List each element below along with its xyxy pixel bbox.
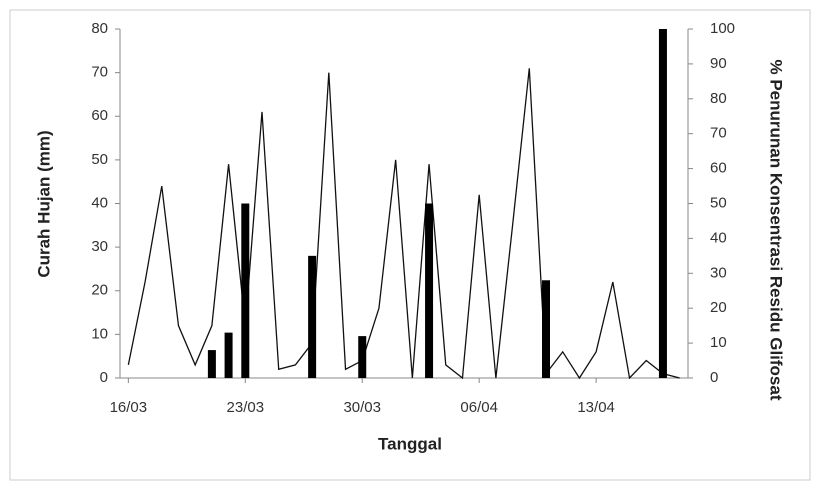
line xyxy=(127,68,680,380)
y2-tick-label: 40 xyxy=(710,229,727,246)
bar xyxy=(224,332,233,378)
bar xyxy=(308,255,317,378)
x-tick-label: 30/03 xyxy=(343,399,381,416)
y2-tick-label: 20 xyxy=(710,299,727,316)
chart-frame xyxy=(9,9,811,481)
y-tick-label: 10 xyxy=(91,325,108,342)
y-tick-label: 0 xyxy=(100,369,108,386)
y2-axis-title: % Penurunan Konsentrasi Residu Glifosat xyxy=(767,59,786,400)
y2-tick-label: 10 xyxy=(710,334,727,351)
y2-tick-label: 80 xyxy=(710,90,727,107)
y2-tick-label: 90 xyxy=(710,55,727,72)
y-tick-label: 70 xyxy=(91,64,108,81)
x-tick-label: 16/03 xyxy=(110,399,148,416)
y2-tick-label: 30 xyxy=(710,264,727,281)
x-tick-label: 13/04 xyxy=(577,399,615,416)
y-tick-label: 60 xyxy=(91,107,108,124)
y2-tick-label: 70 xyxy=(710,125,727,142)
x-tick-label: 23/03 xyxy=(227,399,265,416)
bar xyxy=(358,336,367,378)
bar xyxy=(207,350,216,378)
y2-tick-label: 50 xyxy=(710,194,727,211)
x-tick-label: 06/04 xyxy=(460,399,498,416)
y2-tick-label: 0 xyxy=(710,369,718,386)
y-tick-label: 30 xyxy=(91,238,108,255)
x-axis-title: Tanggal xyxy=(378,434,442,453)
y-tick-label: 20 xyxy=(91,282,108,299)
y2-tick-label: 60 xyxy=(710,160,727,177)
bar xyxy=(425,203,434,378)
y-axis-title: Curah Hujan (mm) xyxy=(34,130,53,277)
y-tick-label: 40 xyxy=(91,194,108,211)
y-tick-label: 80 xyxy=(91,20,108,37)
y2-tick-label: 100 xyxy=(710,20,735,37)
bar xyxy=(241,203,250,378)
bar xyxy=(658,29,667,378)
bar xyxy=(542,280,550,378)
y-tick-label: 50 xyxy=(91,151,108,168)
